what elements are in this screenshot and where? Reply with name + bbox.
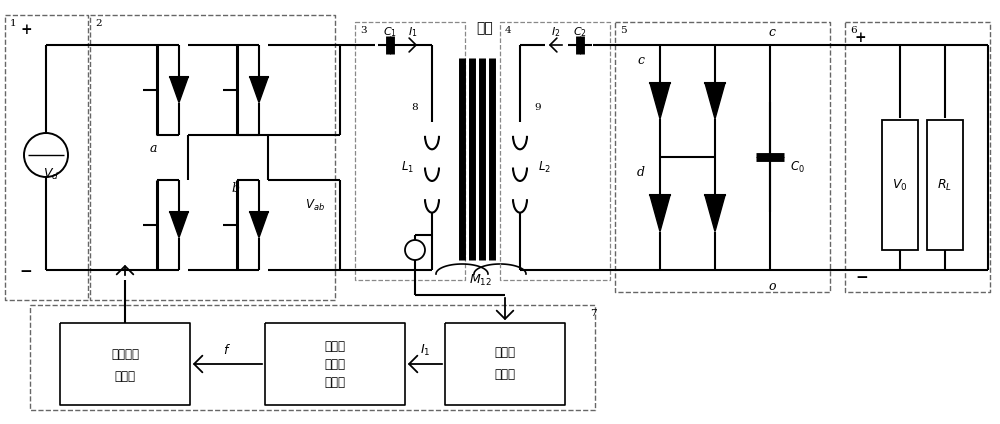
Polygon shape — [250, 212, 268, 237]
Text: b: b — [231, 182, 239, 195]
Text: $I_1$: $I_1$ — [420, 343, 430, 357]
Text: $L_2$: $L_2$ — [538, 159, 551, 175]
Text: 8: 8 — [411, 103, 418, 112]
Polygon shape — [170, 78, 188, 103]
Text: 1: 1 — [10, 19, 17, 28]
Text: +: + — [855, 31, 867, 45]
Polygon shape — [705, 195, 725, 232]
Text: $M_{12}$: $M_{12}$ — [469, 273, 491, 287]
Text: $V_d$: $V_d$ — [43, 167, 59, 182]
Text: −: − — [20, 265, 32, 279]
Text: 最大功: 最大功 — [324, 340, 346, 352]
Text: 4: 4 — [505, 26, 512, 35]
Text: 动电路: 动电路 — [114, 369, 136, 382]
Text: $I_2$: $I_2$ — [551, 25, 561, 39]
Text: 7: 7 — [590, 309, 597, 318]
Text: 2: 2 — [95, 19, 102, 28]
Polygon shape — [705, 83, 725, 119]
Text: $V_{ab}$: $V_{ab}$ — [305, 198, 325, 212]
Text: 样电路: 样电路 — [494, 368, 516, 380]
Text: c: c — [637, 53, 644, 67]
Text: $L_1$: $L_1$ — [401, 159, 414, 175]
Text: 开关管驱: 开关管驱 — [111, 348, 139, 360]
Text: 空气: 空气 — [477, 21, 493, 35]
Text: $C_0$: $C_0$ — [790, 159, 805, 175]
Text: 3: 3 — [360, 26, 367, 35]
Text: +: + — [20, 23, 32, 37]
Text: $R_L$: $R_L$ — [937, 178, 953, 192]
Text: 9: 9 — [534, 103, 541, 112]
Text: d: d — [637, 165, 645, 179]
Text: c: c — [768, 26, 776, 39]
Text: 电流采: 电流采 — [494, 346, 516, 359]
Text: 5: 5 — [620, 26, 627, 35]
Text: 率跟踪: 率跟踪 — [324, 357, 346, 371]
Text: $V_0$: $V_0$ — [892, 178, 908, 192]
Text: $f$: $f$ — [223, 343, 231, 357]
Polygon shape — [250, 78, 268, 103]
Text: 控制器: 控制器 — [324, 376, 346, 388]
Polygon shape — [650, 195, 670, 232]
Text: $I_1$: $I_1$ — [408, 25, 418, 39]
Text: o: o — [768, 279, 776, 293]
Text: a: a — [150, 142, 157, 154]
Text: $C_2$: $C_2$ — [573, 25, 587, 39]
Text: $C_1$: $C_1$ — [383, 25, 397, 39]
Text: −: − — [855, 271, 868, 285]
FancyBboxPatch shape — [882, 120, 918, 250]
Text: 6: 6 — [850, 26, 857, 35]
Polygon shape — [650, 83, 670, 119]
FancyBboxPatch shape — [927, 120, 963, 250]
Polygon shape — [170, 212, 188, 237]
